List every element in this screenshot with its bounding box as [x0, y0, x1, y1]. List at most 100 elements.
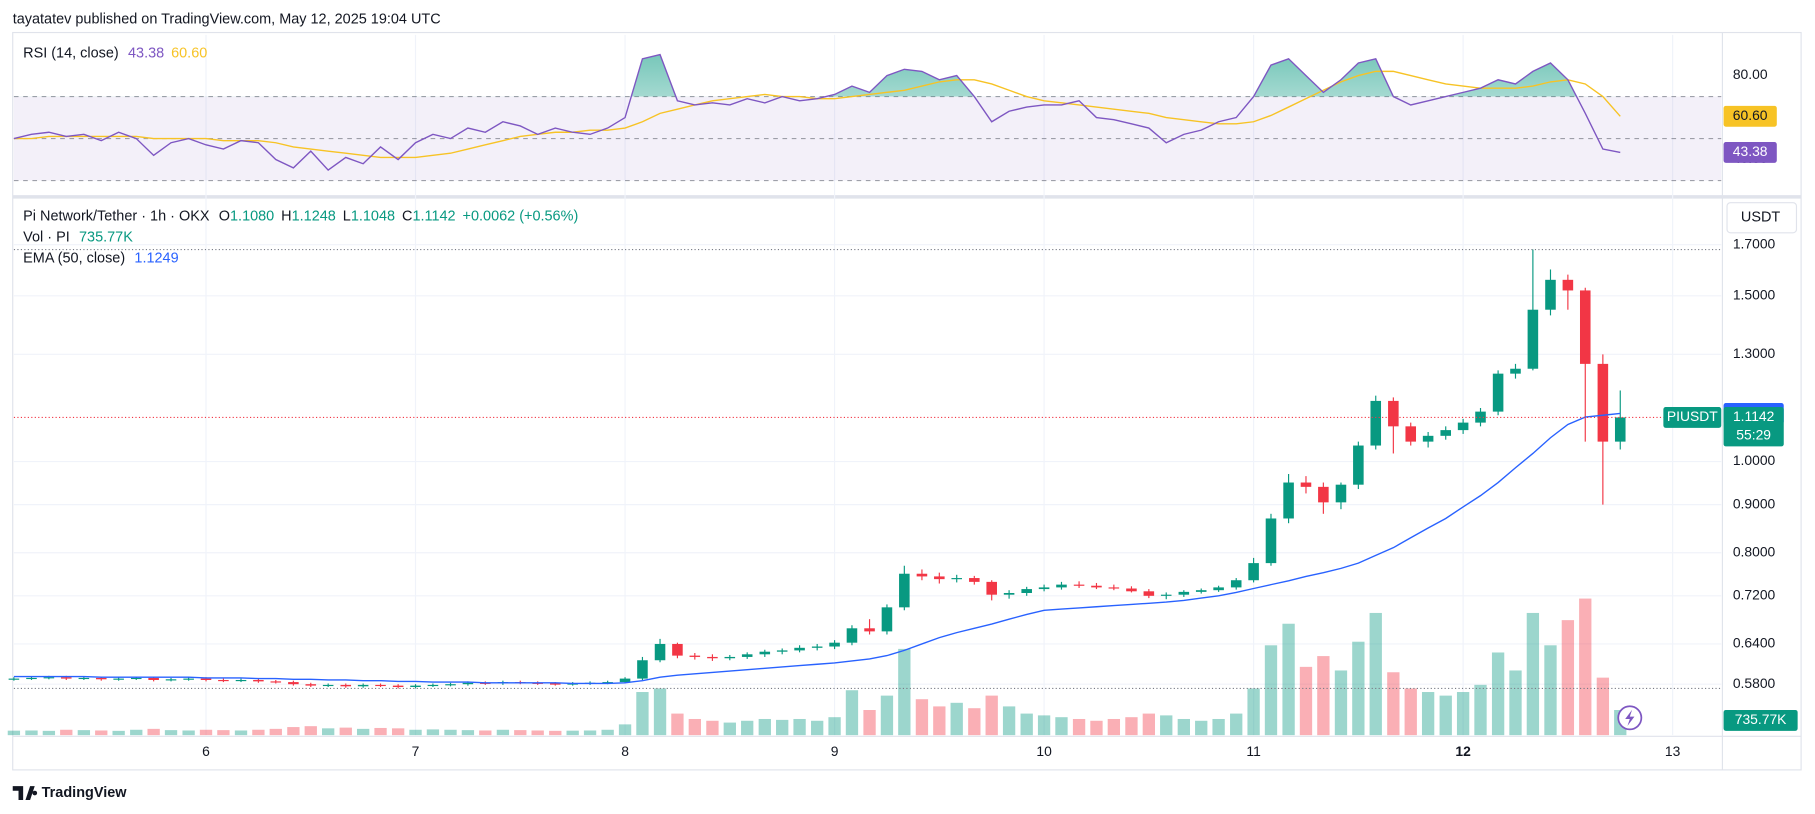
volume-bar [1596, 677, 1610, 736]
volume-bar [7, 730, 21, 736]
brand-name: TradingView [42, 785, 128, 801]
candle-body [288, 682, 299, 685]
volume-bar [601, 729, 614, 736]
candle-body [235, 679, 247, 682]
candle-body [130, 677, 142, 680]
candle-body [1038, 587, 1050, 590]
candle-body [934, 576, 945, 580]
candle-body [1597, 363, 1609, 442]
candle-body [1492, 373, 1504, 412]
volume-bar [1439, 695, 1452, 736]
volume-bar [985, 695, 998, 736]
volume-bar [304, 726, 317, 736]
rsi-title: RSI (14, close) [23, 45, 119, 61]
volume-bar [1107, 718, 1121, 736]
volume-layer [7, 598, 1627, 736]
candle-body [270, 681, 282, 683]
volume-bar [217, 730, 230, 736]
volume-badge: 735.77K [1735, 711, 1787, 727]
volume-bar [898, 648, 911, 736]
volume-last: 735.77K [79, 229, 133, 245]
alert-bolt[interactable] [1625, 709, 1635, 726]
volume-bar [583, 730, 597, 736]
candle-body [462, 682, 474, 685]
volume-bar [1282, 623, 1295, 736]
candle-body [200, 678, 212, 680]
volume-bar [1544, 645, 1557, 736]
volume-bar [130, 729, 143, 736]
x-tick-label: 10 [1036, 743, 1052, 759]
candle-body [986, 581, 997, 595]
candle-body [1579, 290, 1591, 364]
candle-body [1440, 430, 1452, 436]
volume-bar [1421, 692, 1435, 736]
volume-bar [706, 720, 719, 736]
candle-body [1195, 590, 1207, 592]
y-tick-label: 0.7200 [1733, 586, 1776, 602]
candle-body [724, 656, 736, 659]
candle-body [969, 578, 980, 582]
candle-body [602, 682, 613, 684]
rsi-legend: RSI (14, close) 43.38 60.60 [23, 45, 207, 61]
candle-body [410, 685, 421, 688]
candle-body [619, 678, 631, 683]
volume-bar [25, 730, 38, 736]
symbol-badge-bg [1663, 407, 1722, 428]
candle-body [1108, 587, 1120, 589]
volume-bar [531, 730, 544, 736]
candle-body [1300, 482, 1312, 487]
candle-body [1388, 400, 1399, 427]
rsi-overbought-fill [631, 54, 1577, 97]
brand-logo [12, 786, 38, 800]
brand: TradingView [12, 785, 128, 801]
volume-bar [409, 729, 422, 736]
candle-body [846, 628, 858, 643]
volume-bar [252, 729, 265, 736]
volume-bar [496, 729, 510, 736]
volume-bar [164, 730, 178, 736]
rsi-badge-bg [1723, 142, 1777, 163]
volume-bar [356, 728, 370, 736]
candle-body [1160, 594, 1172, 596]
volume-bar [741, 720, 754, 736]
candle-body [322, 684, 334, 687]
volume-bar [811, 720, 824, 736]
volume-bar [1526, 612, 1540, 736]
volume-bar [968, 708, 981, 736]
volume-bar [112, 730, 125, 736]
y-tick-label: 1.7000 [1733, 235, 1776, 251]
candle-body [1178, 591, 1190, 595]
candle-body [1422, 435, 1434, 442]
currency[interactable]: USDT [1741, 210, 1781, 226]
y-tick-label: 1.0000 [1733, 452, 1776, 468]
volume-bar [374, 727, 387, 736]
volume-bar [933, 706, 946, 736]
candle-body [1335, 484, 1347, 503]
volume-bar [1002, 706, 1016, 736]
volume-bar [1264, 645, 1278, 736]
alert-icon[interactable] [1617, 705, 1643, 731]
y-tick-label: 0.8000 [1733, 543, 1776, 559]
price-legend: Pi Network/Tether · 1h · OKX O1.1080 H1.12… [23, 208, 578, 224]
volume-bar [549, 730, 562, 736]
high-label: H [281, 208, 291, 224]
volume-bar [950, 702, 963, 736]
candle-body [1545, 279, 1556, 310]
volume-bar [1404, 688, 1417, 736]
y-tick-label: 1.5000 [1733, 287, 1776, 303]
rsi-ma-last: 60.60 [171, 45, 207, 61]
rsi-pane [13, 53, 1722, 182]
volume-bar [688, 718, 701, 736]
low-value: 1.1048 [351, 208, 395, 224]
volume-bar [339, 727, 352, 736]
x-tick-label: 7 [412, 743, 420, 759]
countdown: 55:29 [1736, 427, 1771, 443]
x-tick-label: 9 [831, 743, 839, 759]
change-value: +0.0062 (+0.56%) [463, 208, 579, 224]
volume-bar [1212, 718, 1225, 736]
symbol-badge: PIUSDT [1667, 408, 1718, 424]
currency-box[interactable] [1726, 202, 1798, 234]
ema-line [13, 412, 1621, 685]
volume-bar [269, 728, 282, 736]
volume-bar [234, 730, 248, 736]
